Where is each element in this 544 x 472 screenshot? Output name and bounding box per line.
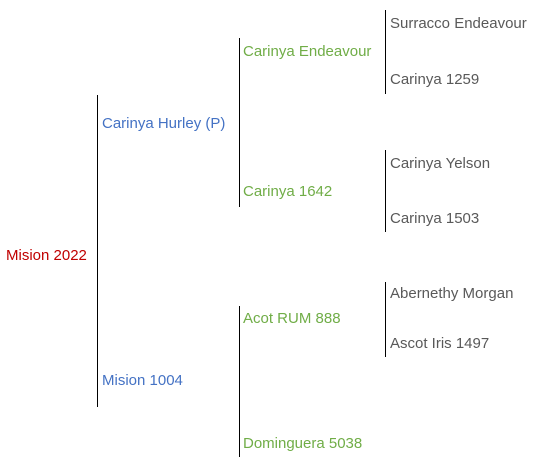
- dam-animal[interactable]: Mision 1004: [102, 372, 183, 389]
- paternal-granddam-dam[interactable]: Carinya 1503: [390, 210, 480, 227]
- sire-bracket-line: [239, 38, 240, 207]
- paternal-grandsire[interactable]: Carinya Endeavour: [243, 43, 372, 60]
- subject-animal[interactable]: Mision 2022: [6, 247, 87, 264]
- dam-sire-bracket-line: [385, 282, 386, 357]
- paternal-granddam[interactable]: Carinya 1642: [243, 183, 333, 200]
- maternal-grandsire-sire[interactable]: Abernethy Morgan: [390, 285, 514, 302]
- sire-dam-bracket-line: [385, 150, 386, 232]
- sire-sire-bracket-line: [385, 10, 386, 94]
- subject-bracket-line: [97, 95, 98, 407]
- paternal-granddam-sire[interactable]: Carinya Yelson: [390, 155, 491, 172]
- paternal-grandsire-dam[interactable]: Carinya 1259: [390, 71, 480, 88]
- maternal-grandsire[interactable]: Acot RUM 888: [243, 310, 341, 327]
- sire-animal[interactable]: Carinya Hurley (P): [102, 115, 226, 132]
- maternal-granddam[interactable]: Dominguera 5038: [243, 435, 363, 452]
- dam-bracket-line: [239, 306, 240, 457]
- paternal-grandsire-sire[interactable]: Surracco Endeavour: [390, 15, 527, 32]
- maternal-grandsire-dam[interactable]: Ascot Iris 1497: [390, 335, 490, 352]
